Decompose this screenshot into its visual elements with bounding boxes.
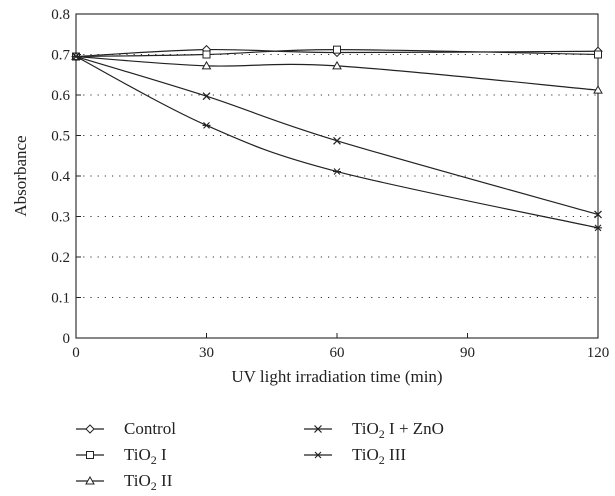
x-axis-label: UV light irradiation time (min) [231,367,442,386]
marker-asterisk [333,168,341,175]
axis-ticks: 0 0.1 0.2 0.3 0.4 0.5 0.6 0.7 0.8 0 30 60 90 120 [51,7,609,361]
grid-lines [76,54,598,298]
marker-triangle [85,475,95,485]
y-tick-label: 0.1 [51,291,70,307]
legend-label: Control [124,419,176,438]
series-square [72,45,602,61]
series-line [75,55,599,229]
marker-square [202,50,211,59]
marker-asterisk-stroke [594,224,602,232]
y-tick-label: 0.2 [51,250,70,266]
marker-x-stroke [594,210,602,219]
x-tick-label: 120 [587,345,610,361]
series-line [75,49,599,58]
marker-x [594,210,602,219]
marker-x-stroke [202,92,211,101]
marker-triangle [201,60,212,70]
y-tick-label: 0 [63,331,71,347]
legend-label: TiO2 I [124,445,167,467]
series-line [75,55,599,91]
legend-entry: TiO2 III [304,445,406,467]
legend-entry: TiO2 II [76,471,173,493]
marker-asterisk-stroke [333,168,341,175]
marker-x [333,136,341,145]
y-tick-label: 0.7 [51,48,70,64]
y-tick-label: 0.4 [51,169,70,185]
x-tick-label: 60 [330,345,345,361]
legend-label: TiO2 II [124,471,173,493]
marker-x-stroke [314,425,322,433]
series-layer [71,44,603,232]
y-tick-label: 0.8 [51,7,70,23]
y-tick-label: 0.3 [51,210,70,226]
y-axis-label: Absorbance [11,135,30,216]
marker-x [314,425,322,433]
series-asterisk [72,53,602,232]
legend-entry: Control [76,419,176,438]
legend-label: TiO2 I + ZnO [352,419,444,441]
marker-square [333,45,341,54]
legend-entry: TiO2 I [76,445,167,467]
marker-triangle [332,60,342,70]
marker-square [86,451,94,459]
x-tick-label: 30 [199,345,214,361]
marker-diamond [85,424,95,434]
y-tick-label: 0.5 [51,129,70,145]
marker-x [202,92,211,101]
series-triangle [71,51,603,94]
y-tick-label: 0.6 [51,88,70,104]
x-tick-label: 0 [72,345,80,361]
x-tick-label: 90 [460,345,475,361]
legend-label: TiO2 III [352,445,406,467]
marker-asterisk [594,224,602,232]
series-x [72,52,602,219]
marker-asterisk [314,451,322,459]
marker-asterisk-stroke [72,53,80,60]
marker-asterisk-stroke [314,451,322,459]
marker-x-stroke [333,136,341,145]
legend: Control TiO2 I TiO2 II TiO2 I + ZnO TiO2 III [76,419,444,493]
marker-asterisk [202,121,211,129]
marker-triangle [593,85,603,94]
marker-square [594,50,602,59]
series-line [75,55,599,216]
legend-entry: TiO2 I + ZnO [304,419,444,441]
marker-asterisk [72,53,80,60]
marker-asterisk-stroke [203,121,210,129]
